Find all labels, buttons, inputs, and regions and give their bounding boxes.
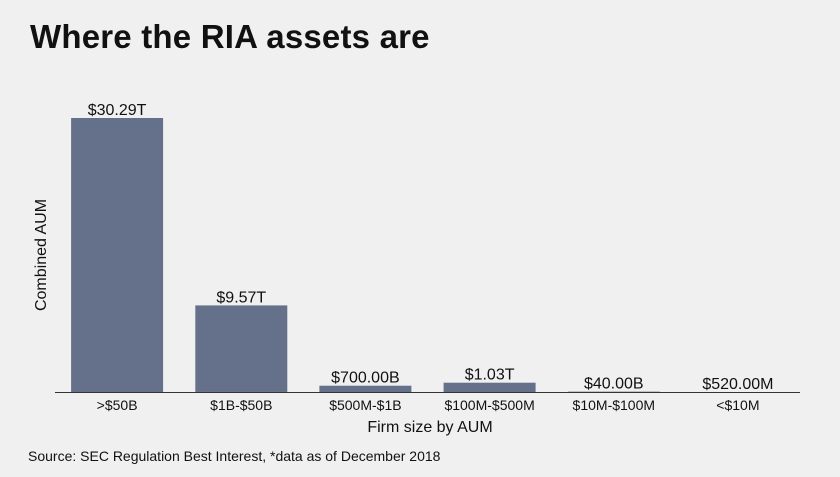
x-tick-label-1: $1B-$50B xyxy=(210,397,272,413)
x-tick-label-3: $100M-$500M xyxy=(444,397,534,413)
x-axis-title: Firm size by AUM xyxy=(367,419,492,436)
bar-1 xyxy=(195,305,287,392)
x-tick-label-4: $10M-$100M xyxy=(573,397,656,413)
bar-value-label-2: $700.00B xyxy=(331,370,400,387)
value-labels-group: $30.29T $9.57T $700.00B $1.03T $40.00B $520.0… xyxy=(88,102,774,393)
bars-group xyxy=(71,118,660,392)
bar-value-label-5: $520.00M xyxy=(702,376,773,393)
bar-value-label-4: $40.00B xyxy=(584,376,644,393)
bar-3 xyxy=(444,383,536,392)
bar-value-label-3: $1.03T xyxy=(465,367,515,384)
bar-value-label-0: $30.29T xyxy=(88,102,147,119)
y-axis-title: Combined AUM xyxy=(33,199,50,311)
bar-value-label-1: $9.57T xyxy=(216,289,266,306)
x-tick-label-2: $500M-$1B xyxy=(329,397,401,413)
tick-labels-group: >$50B $1B-$50B $500M-$1B $100M-$500M $10M-$1… xyxy=(97,397,760,413)
source-note: Source: SEC Regulation Best Interest, *d… xyxy=(28,448,440,464)
bar-0 xyxy=(71,118,163,392)
x-tick-label-5: <$10M xyxy=(716,397,759,413)
x-tick-label-0: >$50B xyxy=(97,397,138,413)
